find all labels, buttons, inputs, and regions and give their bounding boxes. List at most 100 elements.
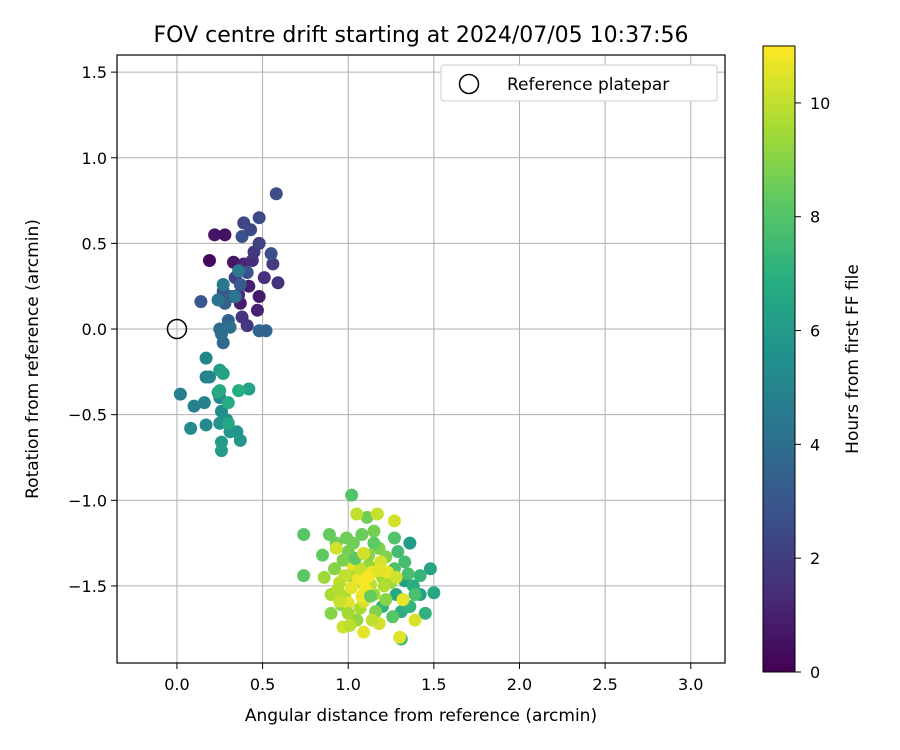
chart-title: FOV centre drift starting at 2024/07/05 …: [154, 23, 689, 48]
data-point: [211, 293, 225, 307]
data-point: [316, 548, 330, 562]
data-point: [257, 271, 271, 285]
x-tick-label: 1.0: [335, 675, 360, 694]
data-point: [187, 399, 201, 413]
data-point: [264, 247, 278, 261]
y-tick-label: −1.0: [68, 491, 107, 510]
colorbar-ticks: 0 2 4 6 8 10: [795, 94, 830, 682]
x-tick-label: 2.5: [592, 675, 617, 694]
colorbar-tick-label: 2: [810, 549, 820, 568]
data-point: [202, 254, 216, 268]
data-point: [427, 586, 441, 600]
data-point: [297, 528, 311, 542]
data-point: [266, 257, 280, 271]
data-point: [228, 289, 242, 303]
plot-frame: [116, 54, 726, 664]
y-tick-label: 0.0: [82, 320, 107, 339]
data-point: [413, 569, 427, 583]
colorbar-label: Hours from first FF file: [843, 264, 863, 454]
data-point: [398, 555, 412, 569]
x-axis-label: Angular distance from reference (arcmin): [245, 706, 597, 726]
data-point: [252, 211, 266, 225]
data-point: [233, 433, 247, 447]
data-point: [271, 276, 285, 290]
data-point: [297, 569, 311, 583]
data-point: [360, 510, 374, 524]
data-point: [365, 613, 379, 627]
x-tick-label: 0.5: [250, 675, 275, 694]
data-point: [324, 606, 338, 620]
data-point: [345, 488, 359, 502]
data-point: [218, 228, 232, 242]
data-point: [418, 606, 432, 620]
data-point: [401, 567, 415, 581]
data-point: [223, 320, 237, 334]
plot-area: [116, 54, 726, 664]
data-point: [259, 324, 273, 338]
data-point: [391, 545, 405, 559]
data-point: [345, 581, 359, 595]
data-point: [250, 303, 264, 317]
data-point: [387, 514, 401, 528]
data-point: [213, 384, 227, 398]
data-point: [339, 531, 353, 545]
colorbar-tick-label: 10: [810, 94, 830, 113]
colorbar: 0 2 4 6 8 10 Hours from first FF file: [762, 45, 863, 682]
y-axis-label: Rotation from reference (arcmin): [23, 219, 43, 499]
data-point: [199, 351, 213, 365]
data-point: [221, 396, 235, 410]
data-point: [269, 187, 283, 201]
data-point: [389, 570, 403, 584]
data-point: [235, 230, 249, 244]
data-point: [184, 421, 198, 435]
colorbar-tick-label: 8: [810, 208, 820, 227]
data-point: [379, 593, 393, 607]
plot-background: [117, 55, 725, 663]
data-point: [208, 228, 222, 242]
data-point: [317, 570, 331, 584]
grid-lines: [117, 55, 725, 663]
data-point: [233, 277, 247, 291]
data-point: [328, 562, 342, 576]
legend-entry: Reference platepar: [507, 75, 669, 95]
data-point: [242, 382, 256, 396]
data-point: [216, 367, 230, 381]
data-point: [216, 277, 230, 291]
data-point: [367, 536, 381, 550]
data-point: [372, 564, 386, 578]
data-point: [396, 593, 410, 607]
data-point: [336, 553, 350, 567]
colorbar-tick-label: 6: [810, 322, 820, 341]
y-tick-label: 1.5: [82, 63, 107, 82]
colorbar-tick-label: 4: [810, 435, 820, 454]
data-point: [367, 524, 381, 538]
data-point: [386, 610, 400, 624]
data-point: [357, 546, 371, 560]
data-point: [199, 418, 213, 432]
legend: Reference platepar: [440, 64, 718, 102]
legend-marker: [458, 73, 480, 95]
data-points: [173, 187, 441, 646]
y-tick-label: −0.5: [68, 406, 107, 425]
y-axis-ticks: −1.5 −1.0 −0.5 0.0 0.5 1.0 1.5: [68, 63, 117, 596]
data-point: [408, 613, 422, 627]
data-point: [194, 295, 208, 309]
colorbar-frame: [762, 45, 796, 673]
data-point: [197, 396, 211, 410]
data-point: [221, 416, 235, 430]
data-point: [341, 606, 355, 620]
y-tick-label: −1.5: [68, 577, 107, 596]
data-point: [393, 630, 407, 644]
x-tick-label: 2.0: [507, 675, 532, 694]
data-point: [338, 569, 352, 583]
data-point: [232, 264, 246, 278]
x-tick-label: 3.0: [678, 675, 703, 694]
data-point: [343, 618, 357, 632]
data-point: [214, 444, 228, 458]
data-point: [202, 370, 216, 384]
x-tick-label: 0.0: [164, 675, 189, 694]
data-point: [423, 562, 437, 576]
data-point: [333, 594, 347, 608]
y-tick-label: 0.5: [82, 234, 107, 253]
